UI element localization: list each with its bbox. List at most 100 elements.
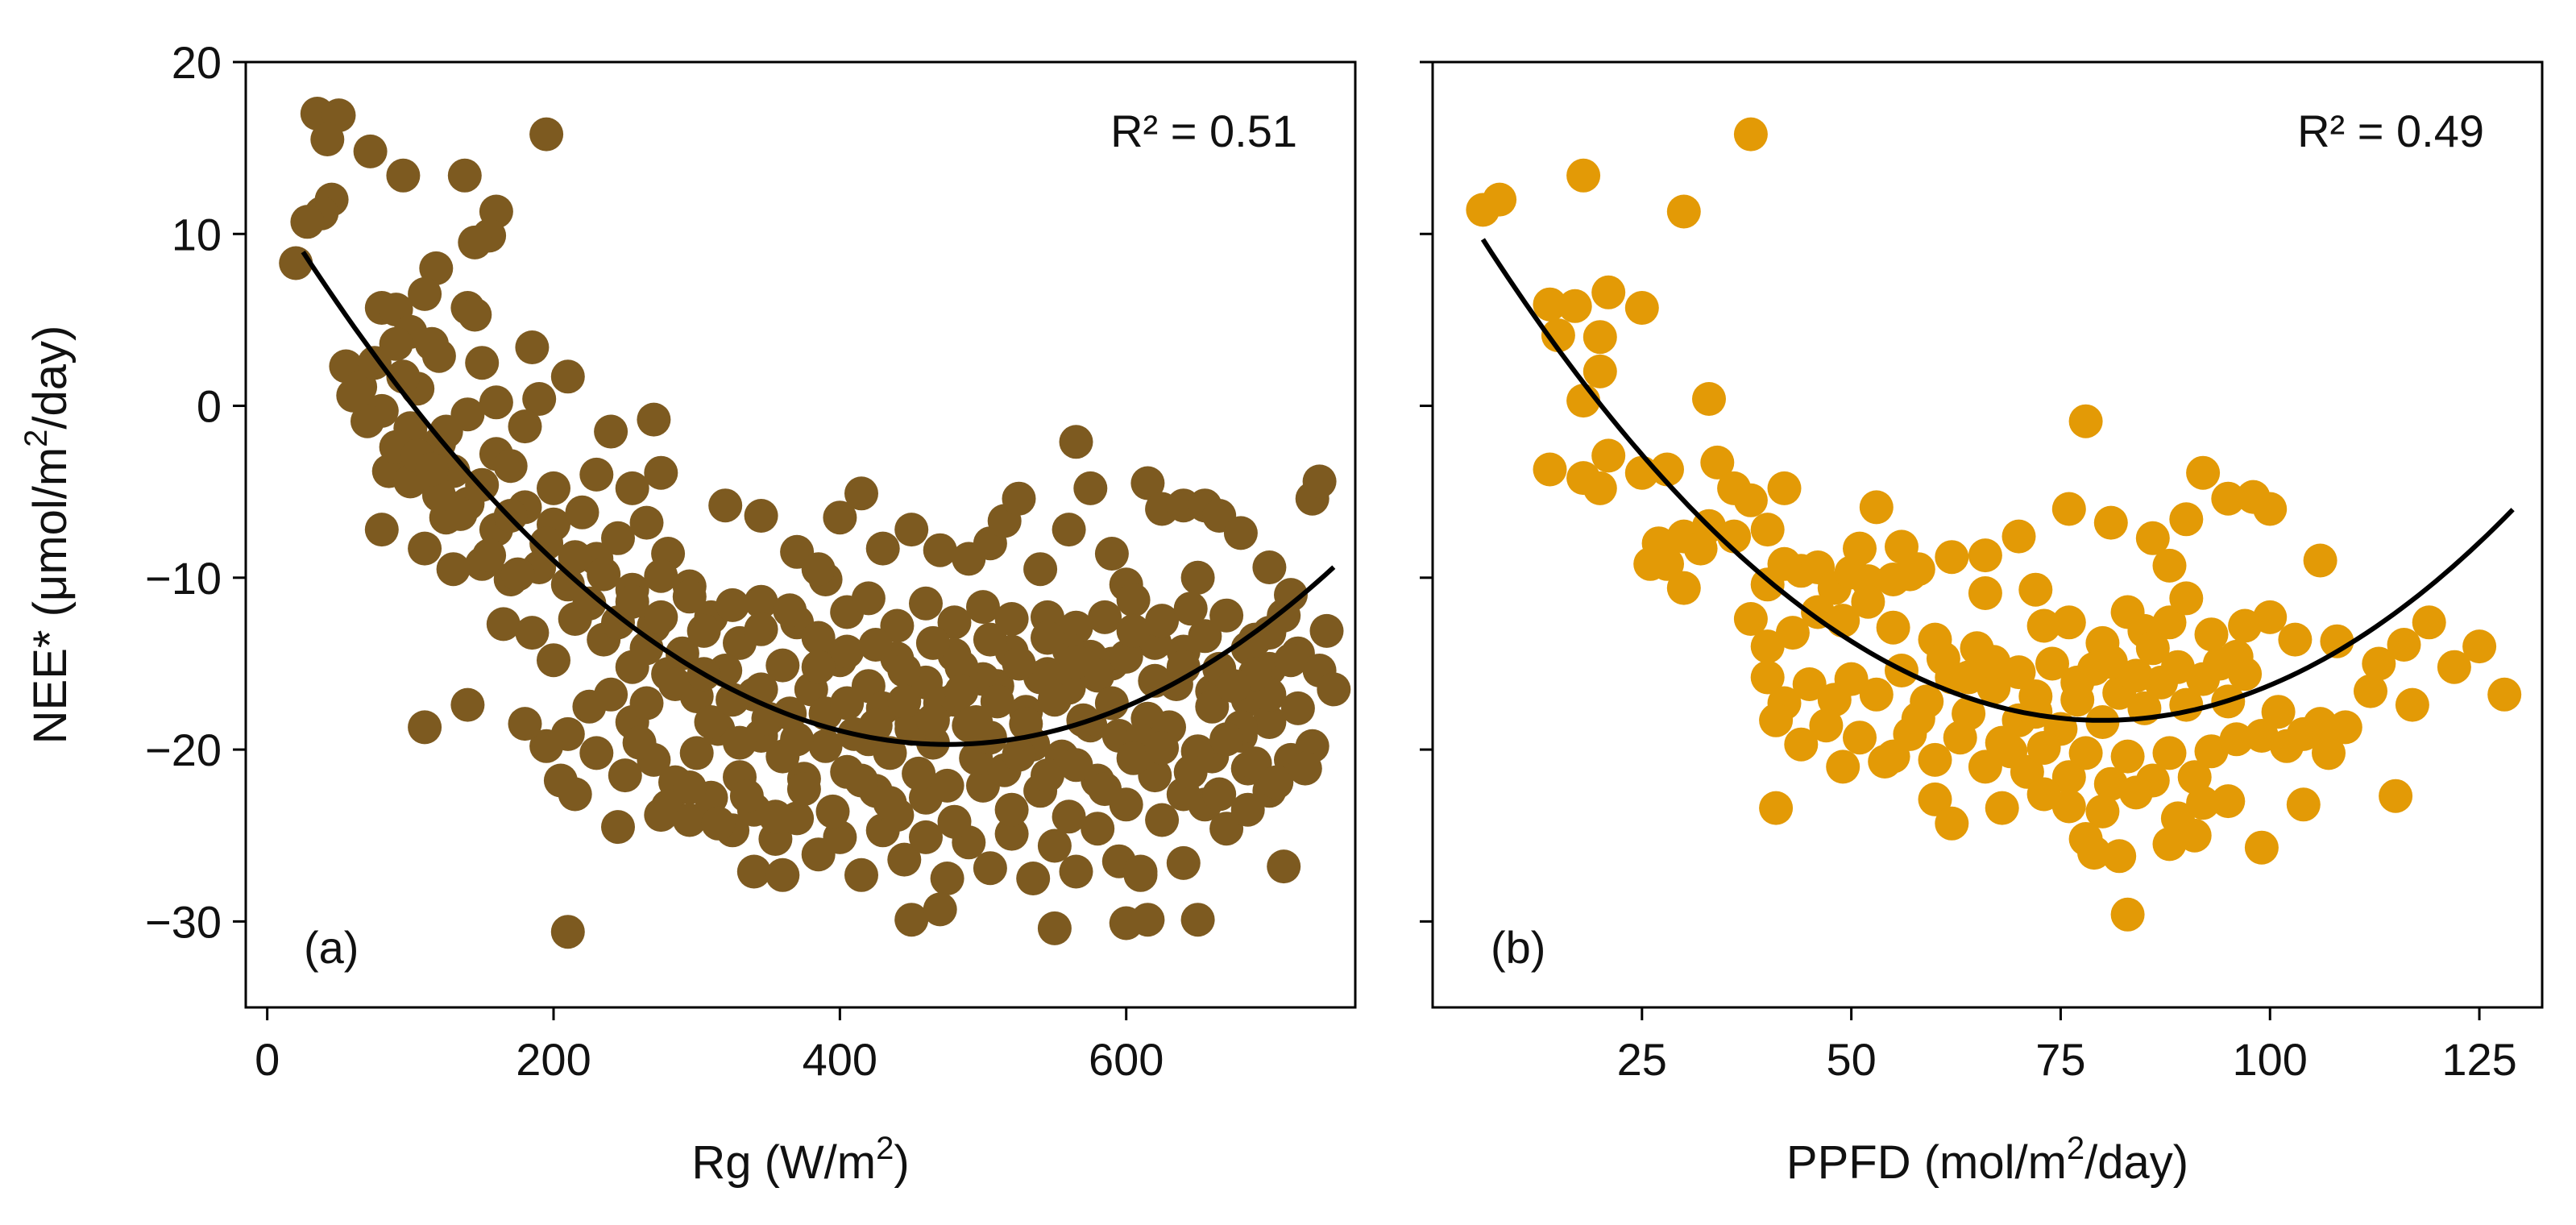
panel-b-point-178: [2018, 695, 2053, 729]
panel-b-point-81: [2278, 622, 2313, 657]
panel-b-point-172: [2160, 650, 2195, 684]
panel-b-point-43: [1859, 490, 1894, 525]
panel-b-point-19: [1650, 452, 1684, 487]
panel-a-point-273: [780, 722, 815, 757]
panel-b-point-136: [2110, 739, 2145, 774]
panel-a-point-48: [644, 455, 678, 490]
panel-a-point-104: [1052, 513, 1086, 547]
panel-b-point-169: [2035, 646, 2069, 681]
panel-b-point-147: [1985, 791, 2019, 825]
panel-a-point-210: [994, 792, 1029, 827]
panel-b-point-49: [2051, 492, 2086, 526]
panel-b-point-146: [1935, 806, 1969, 841]
panel-a-point-281: [1009, 707, 1043, 741]
panel-b-point-60: [1733, 602, 1768, 636]
panel-b-frame: [1431, 60, 2544, 1009]
panel-b-point-118: [2354, 674, 2387, 708]
panel-a-point-160: [450, 687, 485, 722]
panel-b-point-48: [2001, 519, 2036, 554]
panel-b-point-76: [2152, 605, 2187, 640]
panel-a-point-343: [615, 584, 649, 619]
panel-a-xlabel-base: Rg (W/m: [691, 1136, 876, 1189]
panel-a-point-329: [1116, 741, 1151, 775]
panel-b-point-133: [2051, 760, 2086, 795]
panel-b-point-173: [2202, 646, 2237, 681]
panel-a-point-24: [421, 338, 456, 373]
panel-b-point-114: [2261, 695, 2296, 729]
panel-a-point-90: [708, 488, 743, 523]
panel-b-point-69: [1968, 576, 2002, 610]
panel-b-point-117: [2328, 710, 2362, 745]
panel-a-point-97: [894, 513, 929, 547]
panel-b-point-165: [1926, 642, 1960, 676]
panel-a-fit: [301, 250, 1336, 747]
panel-b-point-160: [2177, 818, 2212, 853]
panel-b-point-62: [1775, 616, 1810, 650]
panel-a-point-204: [1123, 854, 1158, 889]
panel-b-point-7: [1591, 275, 1626, 309]
panel-a-ytick-label-4: −20: [145, 725, 222, 775]
panel-a-point-203: [1267, 849, 1301, 884]
panel-a-point-184: [1059, 854, 1093, 889]
panel-a-point-237: [844, 763, 878, 798]
panel-b-xtick-label-0: 25: [1617, 1034, 1667, 1085]
panel-a-ytick-label-2: 0: [197, 381, 222, 432]
panel-a-point-341: [558, 540, 592, 575]
panel-a-xlabel-sup: 2: [876, 1131, 894, 1166]
panel-a-point-241: [729, 779, 764, 813]
panel-a-point-313: [658, 667, 692, 701]
panel-a-point-56: [565, 495, 599, 529]
panel-a-point-340: [529, 526, 564, 561]
panel-a-point-198: [923, 892, 957, 927]
panel-b-point-59: [2303, 543, 2337, 578]
panel-b-point-78: [2194, 617, 2229, 652]
panel-a-ylabel-base: NEE* (μmol/m: [24, 447, 77, 745]
panel-a-point-106: [1059, 425, 1093, 459]
panel-a-point-129: [1116, 583, 1151, 617]
panel-a-point-337: [1252, 616, 1287, 650]
panel-b-point-56: [2211, 481, 2246, 516]
panel-a-point-310: [572, 586, 607, 621]
panel-a-point-201: [1130, 903, 1165, 937]
panel-b-point-29: [1683, 531, 1718, 566]
panel-a-point-57: [601, 521, 635, 555]
panel-b-point-163: [1876, 739, 1910, 774]
panel-a-point-297: [887, 654, 922, 687]
panel-b-point-33: [1650, 546, 1684, 581]
panel-a-point-325: [1002, 737, 1036, 772]
panel-b-point-92: [1792, 667, 1827, 701]
panel-a-ticks: 0 200 400 600 20 10 0 −10 −20 −30: [145, 37, 1164, 1085]
panel-a-point-105: [1073, 471, 1108, 505]
panel-a-point-355: [357, 346, 392, 380]
panel-b-point-70: [2018, 572, 2053, 607]
panel-a-label: (a): [304, 922, 359, 973]
panel-a-point-174: [844, 858, 878, 892]
panel-a-point-85: [937, 605, 972, 640]
panel-a-point-84: [909, 586, 943, 621]
panel-a-point-188: [1145, 803, 1180, 837]
panel-b-point-77: [2169, 581, 2204, 616]
panel-b-point-129: [1968, 750, 2002, 784]
panel-a-r2: R² = 0.51: [1110, 106, 1297, 156]
panel-b-point-66: [1876, 610, 1910, 645]
panel-a-point-166: [672, 803, 707, 837]
panel-a-xlabel: Rg (W/m2): [691, 1131, 909, 1189]
panel-a-point-87: [994, 602, 1029, 636]
panel-a-xtick-label-1: 200: [516, 1034, 591, 1085]
panel-a-point-318: [801, 650, 836, 684]
panel-a-point-44: [493, 449, 528, 484]
panel-a-point-58: [629, 505, 664, 540]
panel-b-xtick-label-2: 75: [2035, 1034, 2085, 1085]
panel-a-point-50: [408, 531, 442, 566]
panel-a-point-49: [364, 513, 399, 547]
panel-a-point-82: [851, 581, 886, 616]
panel-a-point-264: [1109, 639, 1143, 674]
panel-a-point-162: [558, 777, 592, 812]
panel-b-point-90: [1750, 660, 1785, 695]
panel-a-point-196: [765, 858, 800, 892]
panel-b-point-164: [1901, 701, 1935, 736]
panel-a-point-30: [479, 385, 513, 420]
panel-b-point-87: [2462, 629, 2497, 664]
panel-a-point-234: [930, 768, 964, 803]
panel-a-point-173: [823, 820, 857, 854]
